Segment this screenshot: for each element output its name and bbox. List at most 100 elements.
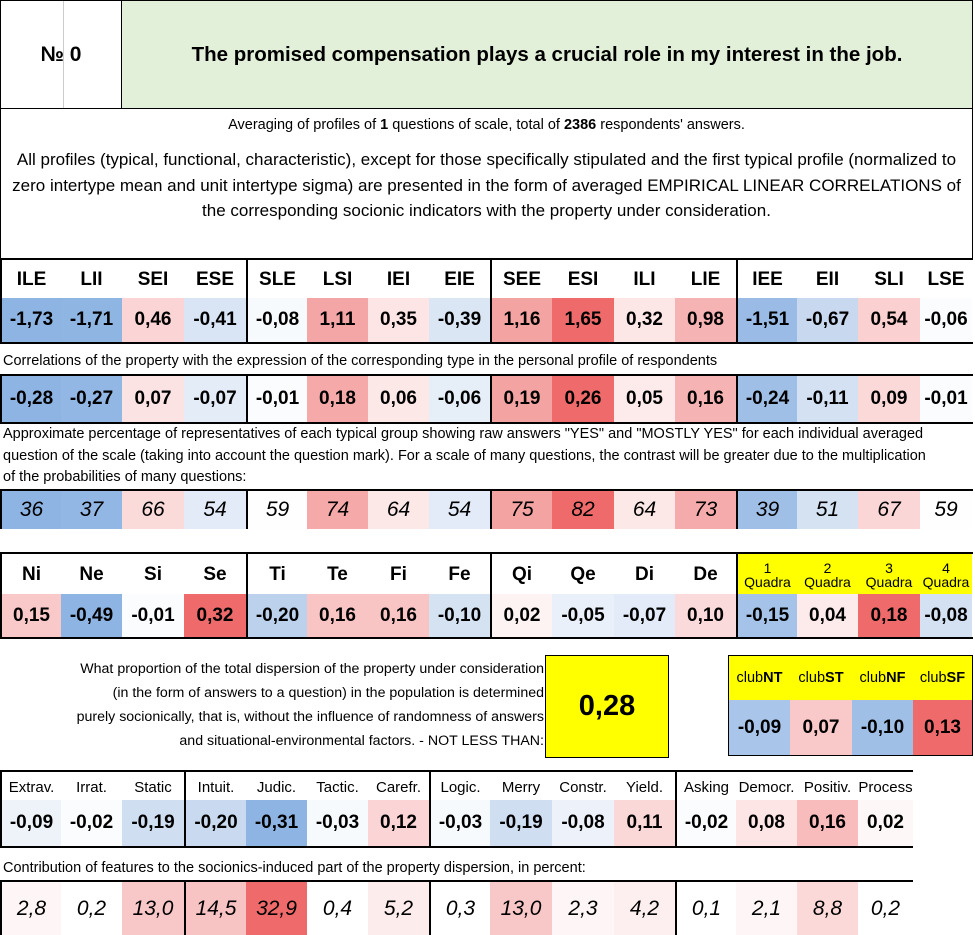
trait-label-yield: Yield. — [626, 778, 663, 796]
answer-count: 2386 — [563, 117, 597, 133]
function-label-fi: Fi — [390, 564, 407, 585]
type-profile-sle: -0,08 — [246, 298, 307, 342]
function-label-te: Te — [327, 564, 348, 585]
types-correlations-row: -0,28 -0,27 0,07 -0,07 -0,01 0,18 0,06 -0,06 0,1… — [0, 374, 973, 424]
correlations-note: Correlations of the property with the ex… — [3, 353, 718, 369]
trait-value-process: 0,02 — [858, 800, 913, 846]
function-value-te: 0,16 — [307, 594, 368, 637]
type-pct-lie: 73 — [675, 491, 736, 529]
trait-value-irrat: -0,02 — [61, 800, 122, 846]
percentage-note: Approximate percentage of representative… — [3, 426, 926, 485]
type-pct-eie: 54 — [429, 491, 490, 529]
type-pct-ese: 54 — [184, 491, 246, 529]
trait-value-judic: -0,31 — [246, 800, 307, 846]
trait-contribution-positiv: 8,8 — [797, 882, 858, 935]
trait-value-asking: -0,02 — [675, 800, 736, 846]
type-label-iei: IEI — [386, 269, 411, 290]
trait-value-merry: -0,19 — [490, 800, 552, 846]
club-code: NF — [886, 670, 906, 686]
quadra-number: 3 — [885, 560, 893, 576]
quadra-value-3: 0,18 — [858, 594, 920, 637]
type-pct-eii: 51 — [797, 491, 858, 529]
trait-contribution-yield: 4,2 — [614, 882, 675, 935]
averaging-suffix: respondents' answers. — [596, 117, 745, 133]
function-label-si: Si — [144, 564, 162, 585]
trait-value-democr: 0,08 — [736, 800, 797, 846]
function-value-fe: -0,10 — [429, 594, 490, 637]
club-prefix: club — [798, 670, 826, 686]
type-corr-eii: -0,11 — [797, 376, 858, 422]
type-corr-lse: -0,01 — [920, 376, 972, 422]
question-number-label: № 0 — [40, 42, 82, 66]
type-label-sle: SLE — [246, 260, 307, 300]
trait-value-intuit: -0,20 — [184, 800, 246, 846]
club-code: SF — [946, 670, 966, 686]
type-label-sli: SLI — [874, 269, 904, 290]
functions-header-row: Ni Ne Si Se Ti Te Fi Fe Qi Qe Di De 1 Quadra 2 Quadra 3 Q… — [0, 552, 973, 596]
quadra-word: Quadra — [804, 574, 851, 590]
dispersion-line-1: What proportion of the total dispersion … — [80, 661, 544, 677]
club-code: ST — [825, 670, 844, 686]
type-profile-sei: 0,46 — [122, 298, 184, 342]
type-profile-lse: -0,06 — [920, 298, 972, 342]
type-label-iee: IEE — [736, 260, 797, 300]
averaging-prefix: Averaging of profiles of — [228, 117, 381, 133]
function-value-ti: -0,20 — [246, 594, 307, 637]
functions-values-row: 0,15 -0,49 -0,01 0,32 -0,20 0,16 0,16 -0,10 0,02… — [0, 594, 973, 639]
trait-label-merry: Merry — [501, 778, 541, 796]
types-percentages-row: 36 37 66 54 59 74 64 54 75 82 64 73 39 51 67 59 — [0, 489, 973, 529]
type-corr-ile: -0,28 — [0, 376, 61, 422]
dispersion-line-2: (in the form of answers to a question) i… — [112, 685, 544, 701]
trait-value-positiv: 0,16 — [797, 800, 858, 846]
quadra-word: Quadra — [865, 574, 913, 590]
club-prefix: club — [736, 670, 764, 686]
function-label-qi: Qi — [490, 554, 552, 596]
club-label-st: club ST — [790, 656, 852, 700]
function-label-ne: Ne — [79, 564, 104, 585]
type-label-ile: ILE — [0, 260, 61, 300]
type-profile-iee: -1,51 — [736, 298, 797, 342]
club-value-nf: -0,10 — [852, 700, 913, 755]
dispersion-description: What proportion of the total dispersion … — [60, 657, 544, 753]
type-corr-ili: 0,05 — [614, 376, 675, 422]
type-label-sei: SEI — [137, 269, 169, 290]
type-profile-iei: 0,35 — [368, 298, 429, 342]
trait-contribution-tactic: 0,4 — [307, 882, 368, 935]
description-text: All profiles (typical, functional, chara… — [12, 150, 961, 220]
averaging-middle: questions of scale, total of — [388, 117, 564, 133]
question-count: 1 — [380, 117, 389, 133]
function-label-ti: Ti — [246, 554, 307, 596]
trait-contribution-merry: 13,0 — [490, 882, 552, 935]
type-profile-lie: 0,98 — [675, 298, 736, 342]
description-frame — [0, 109, 973, 259]
trait-value-constr: -0,08 — [552, 800, 614, 846]
quadra-word: Quadra — [744, 574, 791, 590]
trait-label-tactic: Tactic. — [316, 778, 359, 796]
function-value-si: -0,01 — [122, 594, 184, 637]
trait-contribution-irrat: 0,2 — [61, 882, 122, 935]
question-title: The promised compensation plays a crucia… — [121, 0, 973, 109]
trait-label-carefr: Carefr. — [375, 778, 421, 796]
type-corr-see: 0,19 — [490, 376, 552, 422]
function-label-di: Di — [635, 564, 654, 585]
trait-label-democr: Democr. — [738, 778, 795, 796]
trait-label-constr: Constr. — [559, 778, 607, 796]
type-label-lse: LSE — [927, 269, 965, 290]
type-label-esi: ESI — [567, 269, 599, 290]
question-text: The promised compensation plays a crucia… — [191, 42, 903, 66]
quadra-value-1: -0,15 — [736, 594, 797, 637]
trait-label-static: Static — [134, 778, 172, 796]
clubs-header-row: club NT club ST club NF club SF — [728, 655, 973, 700]
type-label-eie: EIE — [444, 269, 475, 290]
club-label-nf: club NF — [852, 656, 913, 700]
type-label-lie: LIE — [690, 269, 721, 290]
trait-contribution-constr: 2,3 — [552, 882, 614, 935]
quadra-number: 2 — [823, 560, 832, 576]
quadra-value-2: 0,04 — [797, 594, 858, 637]
clubs-values-row: -0,09 0,07 -0,10 0,13 — [728, 700, 973, 756]
trait-value-carefr: 0,12 — [368, 800, 429, 846]
type-corr-lii: -0,27 — [61, 376, 122, 422]
type-corr-lsi: 0,18 — [307, 376, 368, 422]
type-pct-esi: 82 — [552, 491, 614, 529]
type-label-ili: ILI — [633, 269, 656, 290]
